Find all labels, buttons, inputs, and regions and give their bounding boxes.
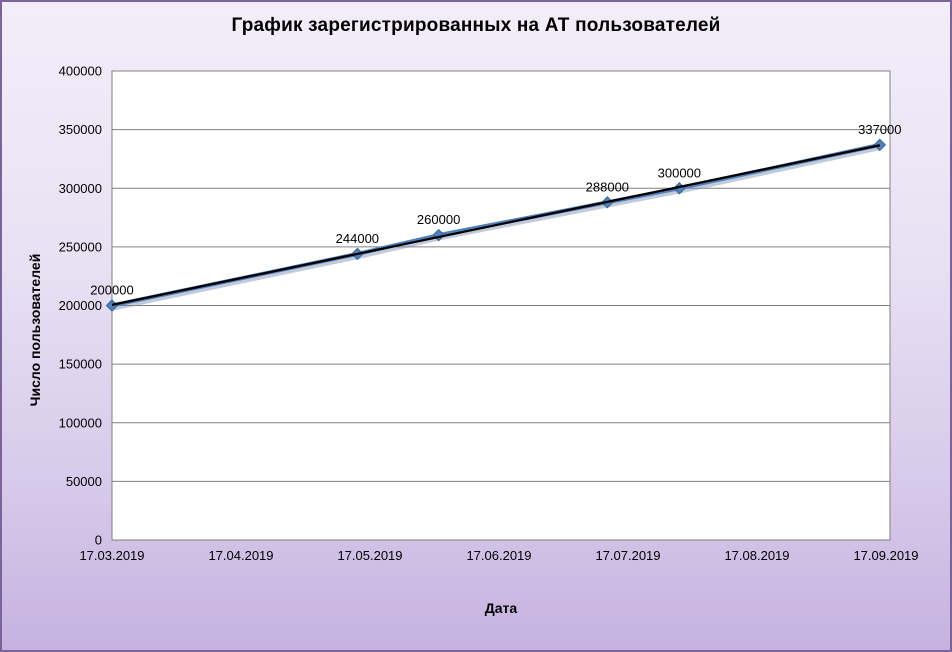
- svg-text:337000: 337000: [858, 122, 901, 137]
- svg-text:350000: 350000: [59, 122, 102, 137]
- svg-text:300000: 300000: [658, 165, 701, 180]
- svg-text:260000: 260000: [417, 212, 460, 227]
- svg-text:17.09.2019: 17.09.2019: [853, 548, 918, 563]
- svg-text:17.04.2019: 17.04.2019: [208, 548, 273, 563]
- svg-text:0: 0: [95, 533, 102, 548]
- svg-text:400000: 400000: [59, 64, 102, 79]
- svg-text:17.03.2019: 17.03.2019: [79, 548, 144, 563]
- svg-text:244000: 244000: [336, 231, 379, 246]
- svg-text:100000: 100000: [59, 415, 102, 430]
- svg-text:17.05.2019: 17.05.2019: [337, 548, 402, 563]
- svg-text:200000: 200000: [59, 298, 102, 313]
- svg-text:150000: 150000: [59, 357, 102, 372]
- svg-text:17.07.2019: 17.07.2019: [595, 548, 660, 563]
- svg-text:250000: 250000: [59, 239, 102, 254]
- x-axis-title: Дата: [484, 600, 518, 616]
- svg-text:17.08.2019: 17.08.2019: [724, 548, 789, 563]
- chart-title: График зарегистрированных на АТ пользова…: [231, 15, 721, 36]
- y-axis-title: Число пользователей: [27, 253, 43, 407]
- svg-text:17.06.2019: 17.06.2019: [466, 548, 531, 563]
- svg-text:50000: 50000: [66, 474, 102, 489]
- svg-text:200000: 200000: [90, 283, 133, 298]
- svg-text:300000: 300000: [59, 181, 102, 196]
- svg-text:288000: 288000: [586, 179, 629, 194]
